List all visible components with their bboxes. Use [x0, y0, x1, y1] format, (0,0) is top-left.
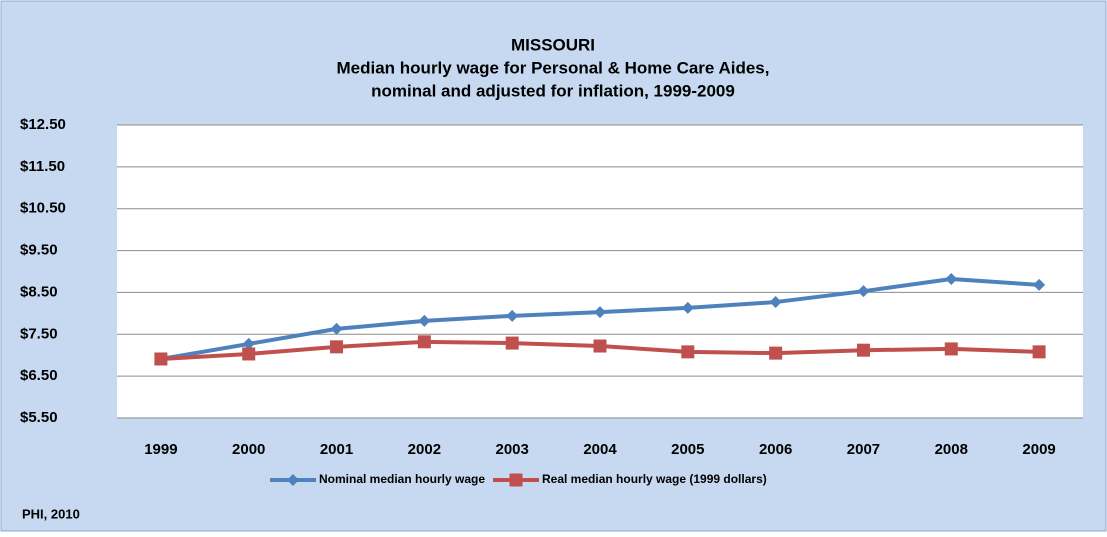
y-tick-label: $11.50	[20, 158, 65, 175]
y-tick-label: $7.50	[20, 325, 58, 342]
data-point	[944, 342, 958, 356]
y-tick-label: $8.50	[20, 283, 58, 300]
data-point	[856, 343, 870, 357]
x-tick-label: 2006	[759, 441, 792, 458]
data-point	[330, 322, 343, 335]
data-point	[506, 309, 519, 322]
data-point	[418, 314, 431, 327]
x-tick-label: 1999	[144, 441, 177, 458]
data-point	[593, 339, 607, 353]
legend-label: Nominal median hourly wage	[319, 472, 485, 486]
legend-marker	[509, 473, 523, 487]
data-point	[1033, 278, 1046, 291]
data-point	[417, 335, 431, 349]
chart-title: Median hourly wage for Personal & Home C…	[337, 58, 770, 77]
y-tick-label: $6.50	[20, 367, 58, 384]
source-note: PHI, 2010	[22, 506, 80, 521]
data-point	[769, 346, 783, 360]
plot-area	[117, 125, 1083, 418]
data-point	[242, 337, 255, 350]
chart-title: nominal and adjusted for inflation, 1999…	[371, 81, 735, 100]
y-tick-label: $9.50	[20, 242, 58, 259]
data-point	[330, 340, 344, 354]
y-tick-label: $12.50	[20, 116, 66, 133]
legend-marker	[287, 474, 299, 486]
legend-label: Real median hourly wage (1999 dollars)	[542, 472, 767, 486]
x-tick-label: 2005	[671, 441, 704, 458]
x-tick-label: 2009	[1022, 441, 1055, 458]
data-point	[1032, 345, 1046, 359]
x-tick-label: 2002	[408, 441, 441, 458]
data-point	[945, 273, 958, 286]
y-tick-label: $5.50	[20, 409, 58, 426]
chart-title: MISSOURI	[511, 35, 595, 54]
data-point	[769, 296, 782, 309]
x-tick-label: 2004	[583, 441, 617, 458]
x-tick-label: 2001	[320, 441, 353, 458]
data-point	[505, 336, 519, 350]
data-point	[857, 285, 870, 298]
data-point	[154, 352, 168, 366]
x-tick-label: 2003	[495, 441, 528, 458]
data-point	[681, 345, 695, 359]
x-tick-label: 2000	[232, 441, 265, 458]
x-tick-label: 2007	[847, 441, 880, 458]
data-point	[242, 347, 256, 361]
y-tick-label: $10.50	[20, 200, 66, 217]
data-point	[594, 306, 606, 319]
data-point	[681, 301, 694, 314]
x-tick-label: 2008	[935, 441, 968, 458]
